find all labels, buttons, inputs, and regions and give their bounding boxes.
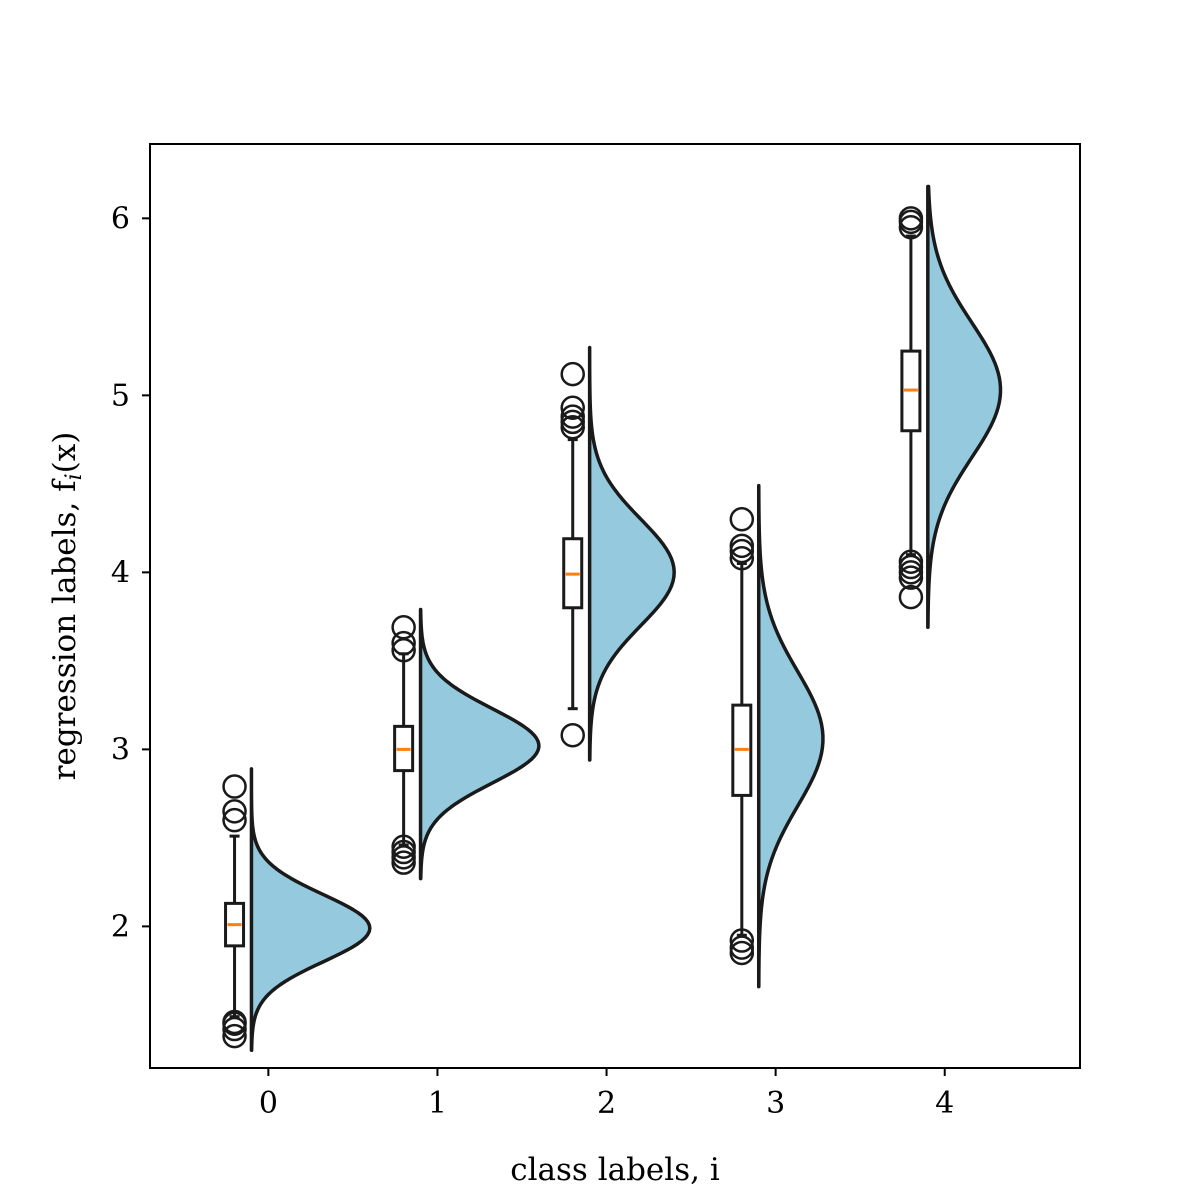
outlier-4 <box>898 206 924 231</box>
outlier-2 <box>560 722 585 748</box>
outlier-2 <box>560 395 585 420</box>
y-tick-label-2: 2 <box>111 909 130 944</box>
violin-2 <box>587 345 676 762</box>
x-axis-ticks: 0 1 2 3 4 <box>259 1068 954 1121</box>
x-tick-label-0: 0 <box>259 1086 278 1121</box>
y-tick-label-5: 5 <box>111 378 130 413</box>
outlier-1 <box>391 834 416 859</box>
outlier-3 <box>729 545 755 571</box>
violin-0 <box>249 767 372 1053</box>
plot-area-frame <box>149 143 1081 1069</box>
outlier-2 <box>560 361 585 387</box>
outlier-4 <box>898 584 924 610</box>
y-axis-label: regression labels, fi(x) <box>47 432 87 781</box>
x-tick-label-1: 1 <box>428 1086 447 1121</box>
outlier-2 <box>560 404 585 429</box>
outlier-3 <box>729 928 755 953</box>
outlier-0 <box>222 1023 247 1049</box>
outlier-0 <box>222 1009 247 1035</box>
outlier-0 <box>222 774 247 799</box>
x-tick-label-3: 3 <box>766 1086 785 1121</box>
outlier-0 <box>222 799 247 824</box>
outlier-3 <box>729 533 755 559</box>
outlier-3 <box>729 507 755 532</box>
violin-1 <box>418 607 541 881</box>
outlier-4 <box>898 549 924 574</box>
outlier-0 <box>222 807 247 833</box>
boxplots <box>222 206 924 1049</box>
x-tick-label-2: 2 <box>597 1086 616 1121</box>
y-tick-label-3: 3 <box>111 732 130 767</box>
y-axis-ticks: 2 3 4 5 6 <box>111 201 150 944</box>
outlier-1 <box>391 630 416 656</box>
outlier-3 <box>729 935 755 960</box>
y-axis-label-main: regression labels, f <box>47 478 83 781</box>
violin-4 <box>926 184 1003 629</box>
violins <box>249 184 1003 1053</box>
violin-3 <box>756 483 825 989</box>
y-axis-label-subscript: i <box>62 473 87 480</box>
x-axis-label: class labels, i <box>510 1152 720 1188</box>
y-tick-label-4: 4 <box>111 555 130 590</box>
y-axis-label-suffix: (x) <box>47 432 83 474</box>
outlier-1 <box>391 614 416 640</box>
x-tick-label-4: 4 <box>935 1086 954 1121</box>
y-tick-label-6: 6 <box>111 201 130 236</box>
